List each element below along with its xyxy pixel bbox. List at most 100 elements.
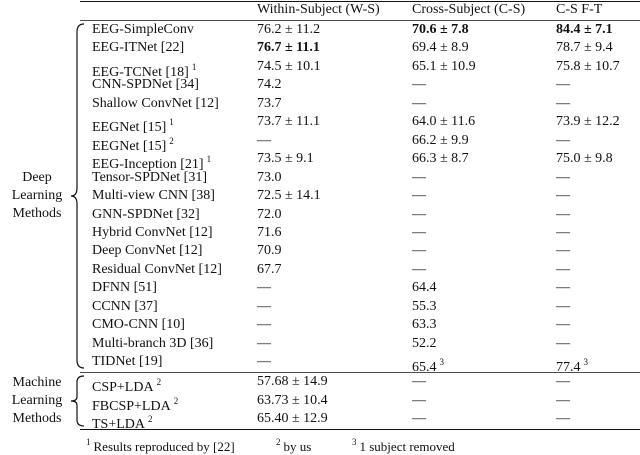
score-cell: 69.4 ± 8.9 [412, 39, 469, 57]
method-name-text: EEG-ITNet [22] [92, 40, 185, 56]
score-cell: — [412, 95, 426, 113]
footnote-mark: 1 [86, 437, 91, 447]
score-cell-text: 70.6 ± 7.8 [412, 22, 469, 37]
method-name: CCNN [37] [92, 298, 158, 316]
group-label-line: Methods [12, 410, 62, 426]
score-cell: — [412, 224, 426, 242]
footnote-text: Results reproduced by [22] [93, 439, 235, 454]
group-label: Deep Learning Methods [0, 169, 74, 223]
score-cell-text: — [257, 132, 271, 148]
score-cell-text: 73.0 [257, 169, 282, 185]
method-name-text: CSP+LDA [92, 380, 154, 395]
score-cell-text: — [556, 261, 570, 277]
footnote-mark: 2 [156, 377, 162, 387]
method-name: Multi-view CNN [38] [92, 187, 215, 205]
method-name: EEG-SimpleConv [92, 21, 194, 39]
score-cell: — [556, 316, 570, 334]
score-cell-text: 65.1 ± 10.9 [412, 58, 476, 74]
score-cell-text: 73.7 ± 11.1 [257, 114, 321, 130]
score-cell: — [556, 279, 570, 297]
score-cell-text: — [556, 335, 570, 351]
score-cell: 84.4 ± 7.1 [556, 21, 613, 39]
score-cell-text: — [556, 280, 570, 296]
group-label: Machine Learning Methods [0, 374, 74, 428]
method-name: CNN-SPDNet [34] [92, 76, 199, 94]
score-cell: — [412, 187, 426, 205]
score-cell-text: 67.7 [257, 261, 282, 277]
method-name: EEGNet [15] 1 [92, 113, 174, 137]
score-cell-text: — [412, 261, 426, 277]
method-name: TS+LDA 2 [92, 410, 153, 434]
method-name: Multi-branch 3D [36] [92, 335, 213, 353]
method-name-text: GNN-SPDNet [32] [92, 206, 200, 222]
score-cell: 76.7 ± 11.1 [257, 39, 320, 57]
score-cell-text: — [556, 95, 570, 111]
method-name-text: Multi-view CNN [38] [92, 188, 215, 204]
score-cell: — [412, 373, 426, 391]
score-cell: 78.7 ± 9.4 [556, 39, 613, 57]
group-label-line: Machine [12, 374, 62, 390]
score-cell-text: 65.4 [412, 360, 437, 376]
footnote-mark: 3 [439, 357, 445, 368]
score-cell-text: — [556, 132, 570, 148]
footnote-mark: 2 [173, 395, 179, 406]
score-cell-text: 52.2 [412, 335, 437, 351]
score-cell-text: 76.7 ± 11.1 [257, 40, 320, 56]
score-cell-text: 75.8 ± 10.7 [556, 58, 620, 74]
score-cell: 73.7 ± 11.1 [257, 113, 320, 131]
group-label-line: Methods [12, 206, 62, 222]
group-label-line: Deep [22, 170, 52, 186]
method-name-text: CNN-SPDNet [34] [92, 77, 199, 93]
method-name-text: DFNN [51] [92, 280, 157, 296]
score-cell-text: — [412, 206, 426, 222]
score-cell-text: — [257, 317, 271, 333]
score-cell: 63.73 ± 10.4 [257, 392, 328, 410]
score-cell-text: — [412, 169, 426, 185]
score-cell: 75.8 ± 10.7 [556, 58, 620, 76]
score-cell: — [412, 410, 426, 428]
footnote-text: by us [283, 439, 312, 454]
score-cell: — [556, 373, 570, 391]
footnote-mark: 2 [148, 414, 153, 425]
method-name-text: Shallow ConvNet [12] [92, 95, 219, 111]
score-cell: — [257, 335, 271, 353]
score-cell: — [556, 410, 570, 428]
method-name: DFNN [51] [92, 279, 157, 297]
method-name: EEG-Inception [21] 1 [92, 150, 211, 174]
score-cell-text: 70.9 [257, 243, 282, 259]
score-cell-text: 72.0 [257, 206, 282, 222]
score-cell: 70.9 [257, 242, 282, 260]
footnote-mark: 2 [169, 135, 174, 146]
score-cell: 67.7 [257, 261, 282, 279]
score-cell: 73.0 [257, 169, 282, 187]
group-label-line: Learning [11, 188, 63, 204]
score-cell-text: — [556, 411, 570, 427]
score-cell: 66.2 ± 9.9 [412, 132, 469, 150]
footnote-mark: 3 [583, 357, 589, 368]
score-cell: — [556, 392, 570, 410]
score-cell: — [556, 187, 570, 205]
footnote-mark: 1 [191, 61, 197, 72]
score-cell-text: 64.4 [412, 280, 437, 296]
method-name-text: TS+LDA [92, 417, 146, 433]
footnote-mark: 2 [276, 437, 281, 447]
score-cell-text: — [412, 95, 426, 111]
score-cell-text: 63.73 ± 10.4 [257, 392, 328, 408]
score-cell-text: 73.7 [257, 95, 282, 111]
score-cell-text: — [412, 411, 426, 427]
score-cell: 64.4 [412, 279, 437, 297]
score-cell: 74.2 [257, 76, 282, 94]
score-cell-text: — [556, 374, 570, 389]
score-cell: 55.3 [412, 298, 437, 316]
method-name: FBCSP+LDA 2 [92, 392, 178, 416]
score-cell: — [556, 132, 570, 150]
footnote: 2 by us [276, 434, 311, 455]
score-cell: 57.68 ± 14.9 [257, 373, 328, 391]
group-label-line: Learning [11, 392, 63, 408]
method-name: Deep ConvNet [12] [92, 242, 202, 260]
method-name-text: EEGNet [15] [92, 138, 167, 154]
score-cell-text: — [556, 169, 570, 185]
method-name-text: CCNN [37] [92, 298, 158, 314]
score-cell: 70.6 ± 7.8 [412, 21, 469, 39]
